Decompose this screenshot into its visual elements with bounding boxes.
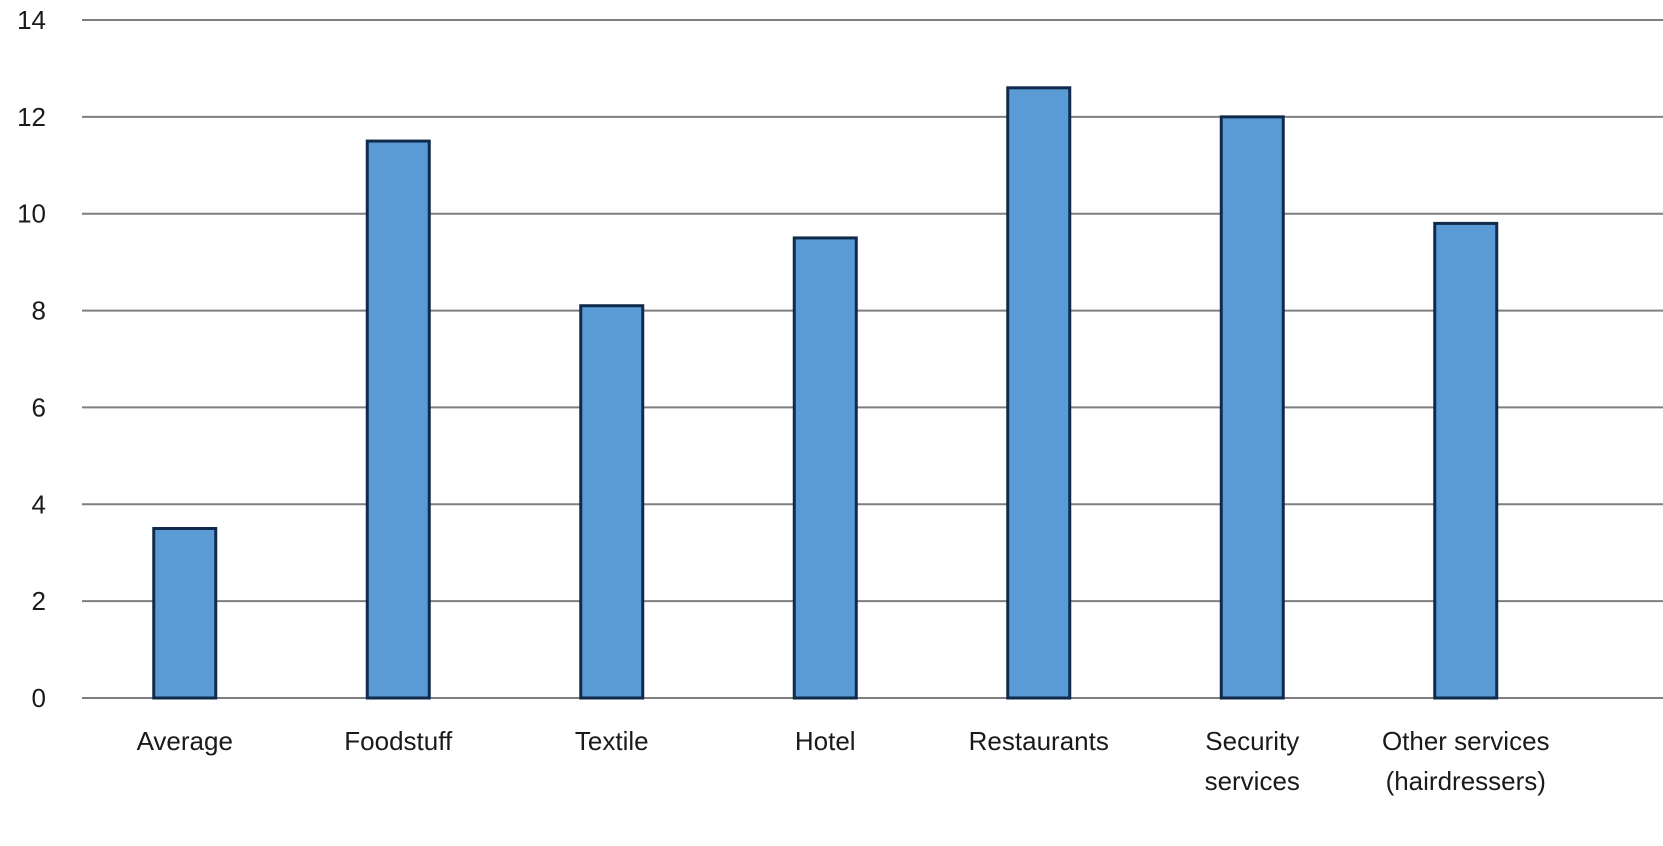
bars [152, 86, 1499, 700]
y-tick-label: 14 [17, 5, 46, 35]
x-category-label: Security [1205, 726, 1299, 756]
y-tick-label: 10 [17, 199, 46, 229]
y-tick-label: 12 [17, 102, 46, 132]
bar-average [152, 527, 218, 700]
x-axis-labels: Average Foodstuff Textile Hotel Restaurants S… [137, 726, 1550, 796]
x-category-label: Restaurants [969, 726, 1109, 756]
x-category-label: services [1205, 766, 1300, 796]
y-tick-label: 8 [32, 296, 46, 326]
gridlines [82, 19, 1663, 699]
x-category-label: Textile [575, 726, 649, 756]
x-category-label: (hairdressers) [1386, 766, 1546, 796]
bar-security-services [1219, 115, 1285, 700]
y-tick-label: 2 [32, 586, 46, 616]
x-category-label: Foodstuff [344, 726, 453, 756]
x-category-label: Other services [1382, 726, 1550, 756]
bar-restaurants [1006, 86, 1072, 700]
bar-foodstuff [365, 139, 431, 700]
y-tick-label: 6 [32, 392, 46, 422]
x-category-label: Hotel [795, 726, 856, 756]
y-tick-label: 0 [32, 683, 46, 713]
x-category-label: Average [137, 726, 233, 756]
y-axis-ticks: 0 2 4 6 8 10 12 14 [17, 5, 46, 713]
bar-other-services-hairdressers [1433, 221, 1499, 700]
bar-hotel [792, 236, 858, 700]
bar-textile [579, 304, 645, 700]
y-tick-label: 4 [32, 489, 46, 519]
